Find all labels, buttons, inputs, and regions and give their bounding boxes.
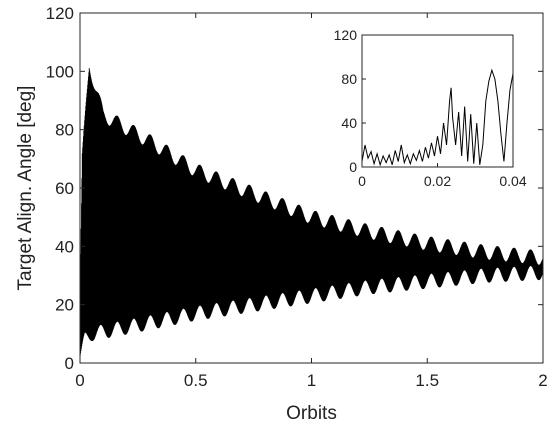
x-axis-label: Orbits [286, 403, 337, 424]
y-axis-label: Target Align. Angle [deg] [15, 86, 36, 291]
main-series-group [79, 68, 544, 356]
inset-y-tick-label: 0 [349, 159, 357, 175]
main-x-tick-label: 2 [538, 371, 547, 390]
inset-series-line [361, 68, 514, 167]
main-y-tick-label: 120 [46, 4, 74, 23]
inset-y-tick-label: 40 [341, 115, 357, 131]
main-x-tick-label: 1.5 [415, 371, 439, 390]
inset-axes: 0 0.02 0.04 0 40 80 120 [334, 27, 527, 189]
main-x-tick-label: 0.5 [184, 371, 208, 390]
main-y-ticks: 0 20 40 60 80 100 120 [46, 4, 543, 373]
main-y-tick-label: 60 [55, 179, 74, 198]
inset-plot-area [362, 35, 513, 167]
main-x-ticks: 0 0.5 1 1.5 2 [75, 13, 548, 390]
main-x-tick-label: 0 [75, 371, 84, 390]
inset-y-tick-label: 80 [341, 71, 357, 87]
inset-series-group [361, 68, 514, 167]
inset-y-ticks: 0 40 80 120 [334, 27, 366, 175]
main-y-tick-label: 80 [55, 121, 74, 140]
main-x-tick-label: 1 [307, 371, 316, 390]
main-series-line [79, 68, 544, 356]
inset-x-tick-label: 0.04 [499, 173, 526, 189]
main-y-tick-label: 40 [55, 237, 74, 256]
inset-x-ticks: 0 0.02 0.04 [358, 163, 527, 189]
main-y-tick-label: 100 [46, 62, 74, 81]
inset-x-tick-label: 0 [358, 173, 366, 189]
main-y-tick-label: 0 [65, 354, 74, 373]
inset-y-tick-label: 120 [334, 27, 358, 43]
main-y-tick-label: 20 [55, 296, 74, 315]
inset-x-tick-label: 0.02 [424, 173, 451, 189]
